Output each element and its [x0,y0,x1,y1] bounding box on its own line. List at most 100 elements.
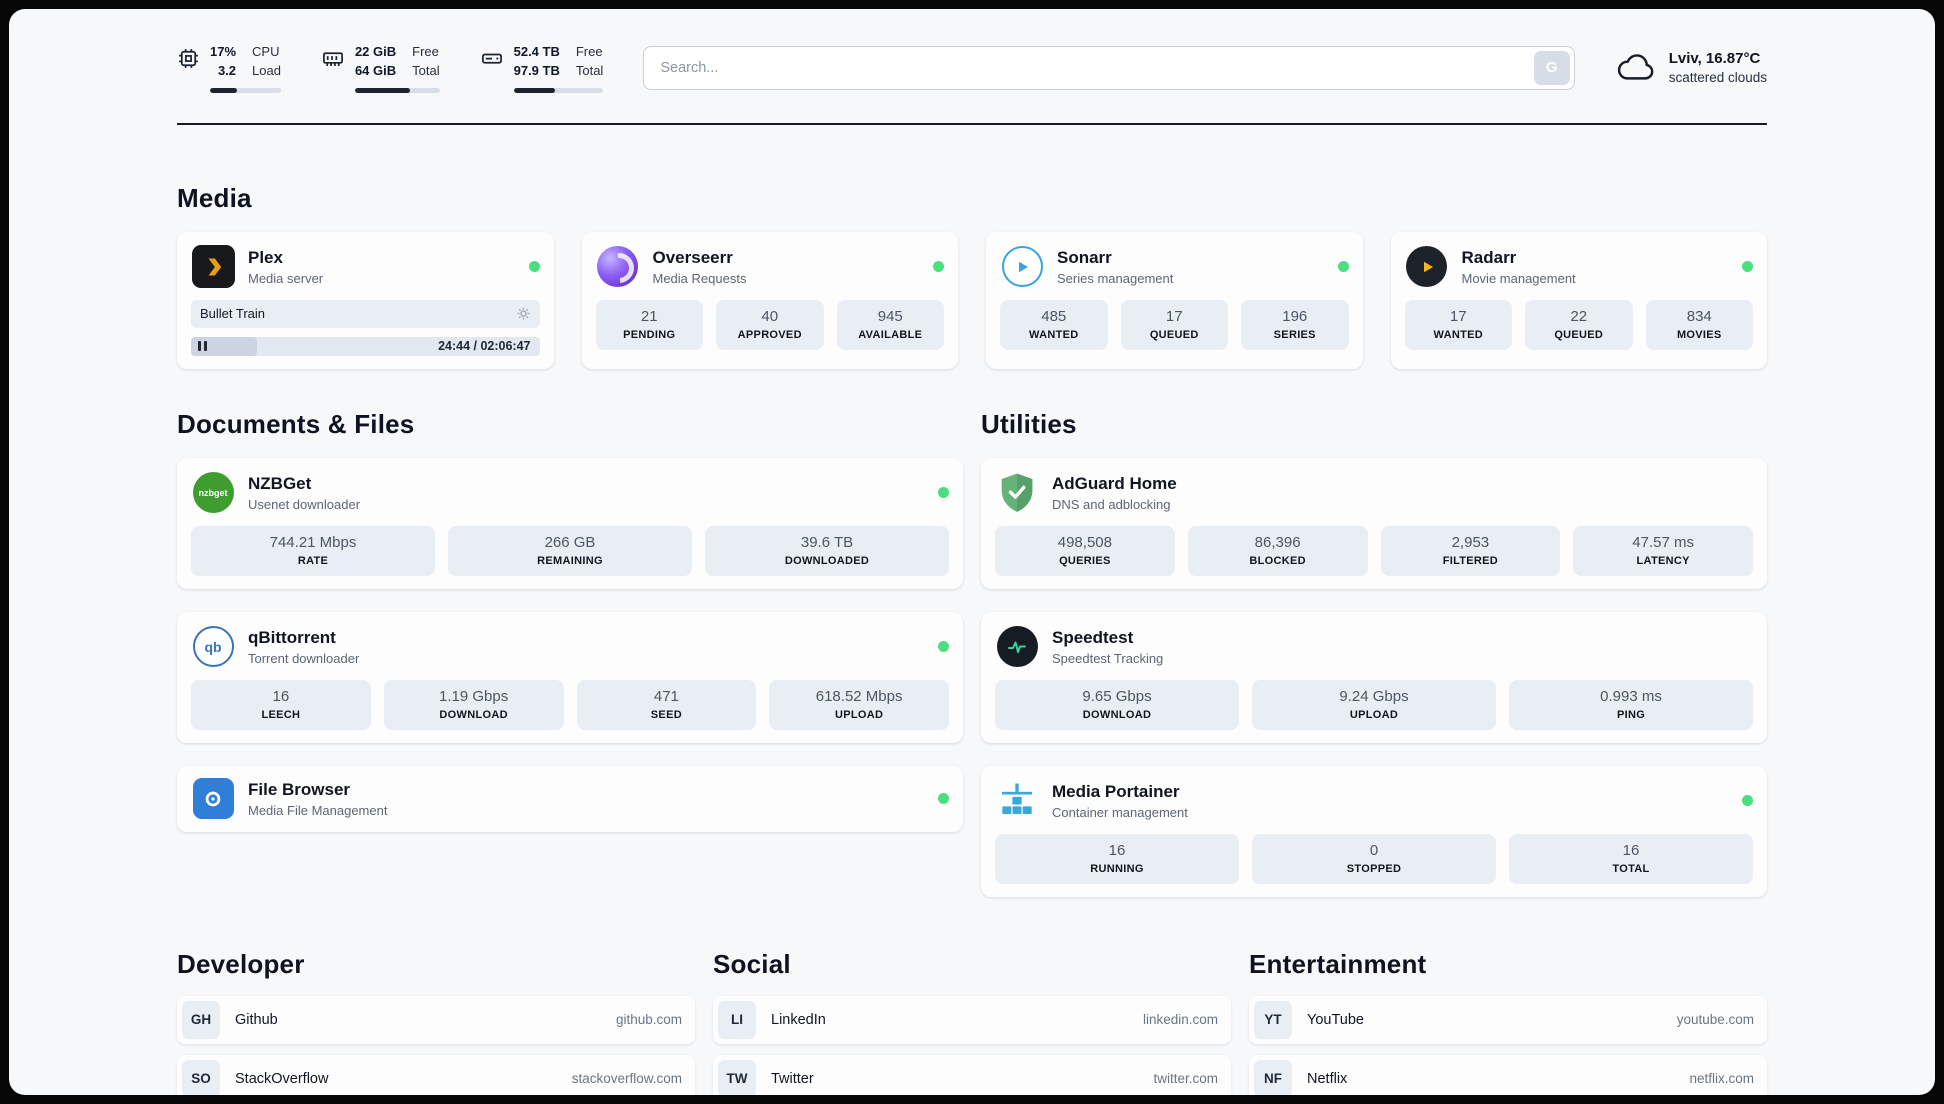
stat-remaining: 266 GB REMAINING [448,525,692,576]
bookmark-url: netflix.com [1689,1071,1754,1087]
app-name: AdGuard Home [1052,473,1177,493]
adguard-card[interactable]: AdGuard Home DNS and adblocking 498,508 … [981,457,1767,589]
bookmark-url: linkedin.com [1142,1012,1218,1028]
speedtest-icon [995,625,1039,669]
documents-section: Documents & Files nzbget NZBGet Usenet d… [177,409,963,897]
bookmark-stackoverflow[interactable]: SO StackOverflow stackoverflow.com [177,1054,695,1095]
entertainment-section: Entertainment YT YouTube youtube.com NF … [1249,949,1767,1095]
stat-approved: 40 APPROVED [716,299,824,350]
now-playing-title: Bullet Train [200,306,266,322]
app-subtitle: Series management [1057,270,1174,286]
stat-stopped: 0 STOPPED [1252,833,1496,884]
app-subtitle: DNS and adblocking [1052,496,1171,512]
social-section-title: Social [713,948,791,979]
search-engine-button[interactable]: G [1533,50,1570,85]
weather-condition: scattered clouds [1668,69,1767,85]
stat-wanted: 485 WANTED [1000,299,1108,350]
memory-widget: 22 GiB 64 GiB Free Total [321,43,440,93]
storage-widget: 52.4 TB 97.9 TB Free Total [480,43,604,93]
utilities-section: Utilities AdGuard Home DNS and adblockin… [981,409,1767,897]
dashboard-page: 17% 3.2 CPU Load [9,9,1935,1095]
speedtest-card[interactable]: Speedtest Speedtest Tracking 9.65 Gbps D… [981,611,1767,743]
search-input[interactable] [643,45,1575,90]
stat-download: 1.19 Gbps DOWNLOAD [383,679,564,730]
stat-running: 16 RUNNING [995,833,1239,884]
sonarr-card[interactable]: Sonarr Series management 485 WANTED 17 Q… [986,231,1363,369]
cpu-usage-value: 17% [210,44,237,59]
app-subtitle: Container management [1052,804,1188,820]
weather-location: Lviv, 16.87°C [1668,49,1761,67]
bookmark-badge: GH [182,1000,220,1039]
developer-section-title: Developer [177,948,305,979]
qbittorrent-card[interactable]: qb qBittorrent Torrent downloader 16 LEE… [177,611,963,743]
bookmark-twitter[interactable]: TW Twitter twitter.com [713,1054,1231,1095]
storage-total-label: Total [575,62,604,78]
header-divider [177,122,1767,125]
bookmark-youtube[interactable]: YT YouTube youtube.com [1249,995,1767,1044]
bookmark-url: github.com [615,1012,682,1028]
stat-seed: 471 SEED [576,679,757,730]
social-section: Social LI LinkedIn linkedin.com TW Twitt… [713,949,1231,1095]
app-subtitle: Torrent downloader [248,650,360,666]
stat-queries: 498,508 QUERIES [995,525,1175,576]
status-dot [938,487,949,499]
app-name: Plex [248,247,283,267]
radarr-icon [1405,245,1449,289]
plex-card[interactable]: Plex Media server Bullet Train 24:44 / 0 [177,231,554,369]
filebrowser-card[interactable]: File Browser Media File Management [177,765,963,832]
app-name: File Browser [248,779,351,799]
stat-queued: 17 QUEUED [1120,299,1228,350]
app-subtitle: Media Requests [652,270,747,286]
stat-upload: 9.24 Gbps UPLOAD [1252,679,1496,730]
stat-total: 16 TOTAL [1509,833,1753,884]
memory-total-value: 64 GiB [354,62,397,78]
bookmark-url: youtube.com [1676,1012,1754,1028]
overseerr-card[interactable]: Overseerr Media Requests 21 PENDING 40 A… [581,231,958,369]
status-dot [938,641,949,653]
documents-section-title: Documents & Files [177,408,415,439]
stat-leech: 16 LEECH [191,679,371,730]
qbittorrent-icon: qb [191,625,235,669]
nzbget-card[interactable]: nzbget NZBGet Usenet downloader 744.21 M… [177,457,963,589]
bookmark-url: stackoverflow.com [571,1071,682,1087]
gear-icon[interactable] [516,306,531,321]
bookmark-name: LinkedIn [771,1011,826,1028]
bookmark-linkedin[interactable]: LI LinkedIn linkedin.com [713,995,1231,1044]
app-subtitle: Movie management [1461,270,1576,286]
cpu-label: CPU [252,44,280,59]
adguard-icon [995,471,1039,515]
radarr-card[interactable]: Radarr Movie management 17 WANTED 22 QUE… [1390,231,1767,369]
nzbget-icon: nzbget [191,471,235,515]
bookmark-netflix[interactable]: NF Netflix netflix.com [1249,1054,1767,1095]
pause-icon[interactable] [198,341,207,352]
bookmark-badge: NF [1254,1059,1292,1095]
search-bar: G [643,45,1575,90]
playback-time: 24:44 / 02:06:47 [438,339,531,354]
system-widgets: 17% 3.2 CPU Load [177,43,604,93]
cpu-load-value: 3.2 [217,62,237,78]
storage-total-value: 97.9 TB [513,62,560,78]
bookmark-badge: SO [182,1059,220,1095]
bookmark-name: Github [235,1011,278,1028]
stat-download: 9.65 Gbps DOWNLOAD [995,679,1239,730]
bookmark-name: YouTube [1307,1011,1364,1028]
bookmark-github[interactable]: GH Github github.com [177,995,695,1044]
app-name: Speedtest [1052,627,1134,647]
app-subtitle: Media File Management [248,802,388,818]
storage-free-value: 52.4 TB [513,44,560,59]
plex-icon [191,245,235,289]
stat-latency: 47.57 ms LATENCY [1573,525,1753,576]
memory-total-label: Total [412,62,440,78]
stat-rate: 744.21 Mbps RATE [191,525,435,576]
portainer-card[interactable]: Media Portainer Container management 16 … [981,765,1767,897]
stat-blocked: 86,396 BLOCKED [1187,525,1368,576]
now-playing-row: Bullet Train [191,299,540,328]
app-name: Sonarr [1057,247,1112,267]
status-dot [933,261,944,273]
overseerr-icon [596,245,640,289]
entertainment-section-title: Entertainment [1249,948,1427,979]
storage-free-label: Free [575,44,603,59]
app-subtitle: Media server [248,270,324,286]
status-dot [938,793,949,805]
